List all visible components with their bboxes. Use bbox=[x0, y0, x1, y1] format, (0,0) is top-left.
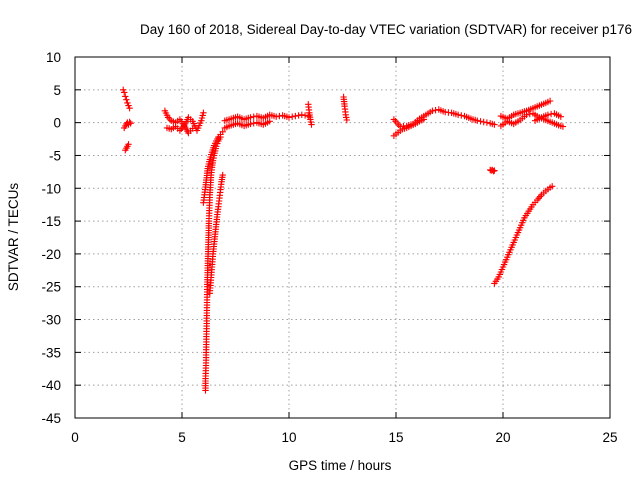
data-point-seg12 bbox=[454, 111, 462, 118]
y-tick-label: 10 bbox=[46, 50, 61, 65]
y-axis-label: SDTVAR / TECUs bbox=[6, 183, 21, 292]
data-point-seg14 bbox=[491, 167, 498, 174]
data-point-seg12 bbox=[480, 118, 487, 126]
x-tick-label: 15 bbox=[388, 430, 403, 445]
x-tick-label: 0 bbox=[71, 430, 79, 445]
data-point-seg4 bbox=[189, 125, 196, 132]
x-tick-label: 5 bbox=[178, 430, 186, 445]
data-point-seg12 bbox=[477, 118, 484, 125]
data-point-seg8 bbox=[273, 113, 280, 120]
data-point-seg17 bbox=[523, 111, 530, 118]
data-point-seg12 bbox=[491, 121, 498, 128]
x-tick-label: 25 bbox=[602, 430, 617, 445]
x-tick-label: 10 bbox=[281, 430, 296, 445]
data-point-seg2 bbox=[125, 141, 132, 148]
y-tick-label: -20 bbox=[41, 247, 61, 262]
x-tick-label: 20 bbox=[495, 430, 510, 445]
data-point-seg8 bbox=[285, 114, 293, 121]
data-point-seg0 bbox=[122, 93, 129, 100]
data-point-seg1 bbox=[127, 120, 134, 127]
data-point-seg14 bbox=[490, 168, 497, 175]
grid-lines bbox=[75, 57, 610, 418]
y-tick-label: -5 bbox=[49, 148, 61, 163]
data-point-seg7 bbox=[219, 171, 226, 179]
axis-ticks: 0 5 10 15 20 25 10 5 0 -5 -10 -15 -20 -25 -30 -35 -40 -45 bbox=[41, 50, 617, 445]
x-axis-label: GPS time / hours bbox=[289, 458, 392, 473]
y-tick-label: -35 bbox=[41, 345, 61, 360]
data-point-seg8 bbox=[289, 113, 296, 120]
y-tick-label: -25 bbox=[41, 280, 61, 295]
data-point-seg9 bbox=[247, 120, 254, 128]
data-point-seg12 bbox=[483, 119, 491, 126]
y-tick-label: -45 bbox=[41, 411, 61, 426]
data-point-seg8 bbox=[295, 112, 302, 119]
data-point-seg12 bbox=[474, 117, 481, 124]
data-point-seg16 bbox=[546, 97, 554, 105]
data-point-seg0 bbox=[124, 99, 131, 107]
chart-title: Day 160 of 2018, Sidereal Day-to-day VTE… bbox=[140, 22, 632, 37]
data-point-seg8 bbox=[292, 112, 299, 120]
data-point-seg8 bbox=[298, 111, 305, 118]
data-point-seg15 bbox=[549, 183, 556, 190]
data-point-seg18 bbox=[544, 111, 552, 118]
data-point-seg0 bbox=[123, 96, 130, 103]
data-point-seg10 bbox=[308, 121, 315, 128]
data-point-seg6 bbox=[219, 128, 226, 135]
data-point-seg13 bbox=[420, 116, 427, 123]
data-point-seg8 bbox=[247, 114, 254, 121]
data-points bbox=[120, 86, 567, 394]
y-tick-label: -30 bbox=[41, 313, 61, 328]
y-tick-label: -40 bbox=[41, 378, 61, 393]
data-point-seg9 bbox=[266, 118, 273, 125]
data-point-seg17 bbox=[559, 123, 567, 130]
data-point-seg11 bbox=[343, 116, 350, 124]
y-tick-label: -15 bbox=[41, 214, 61, 229]
data-point-seg3 bbox=[200, 109, 207, 116]
y-tick-label: -10 bbox=[41, 181, 61, 196]
data-point-seg17 bbox=[526, 110, 533, 118]
data-point-seg18 bbox=[557, 113, 564, 120]
y-tick-label: 0 bbox=[53, 116, 61, 131]
data-point-seg12 bbox=[458, 112, 465, 119]
plot-frame bbox=[74, 56, 611, 419]
data-point-seg3 bbox=[198, 117, 205, 124]
data-point-seg0 bbox=[126, 105, 133, 112]
data-point-seg0 bbox=[121, 89, 128, 96]
y-tick-label: 5 bbox=[53, 83, 61, 98]
data-point-seg12 bbox=[429, 107, 436, 114]
data-point-seg1 bbox=[126, 118, 133, 126]
